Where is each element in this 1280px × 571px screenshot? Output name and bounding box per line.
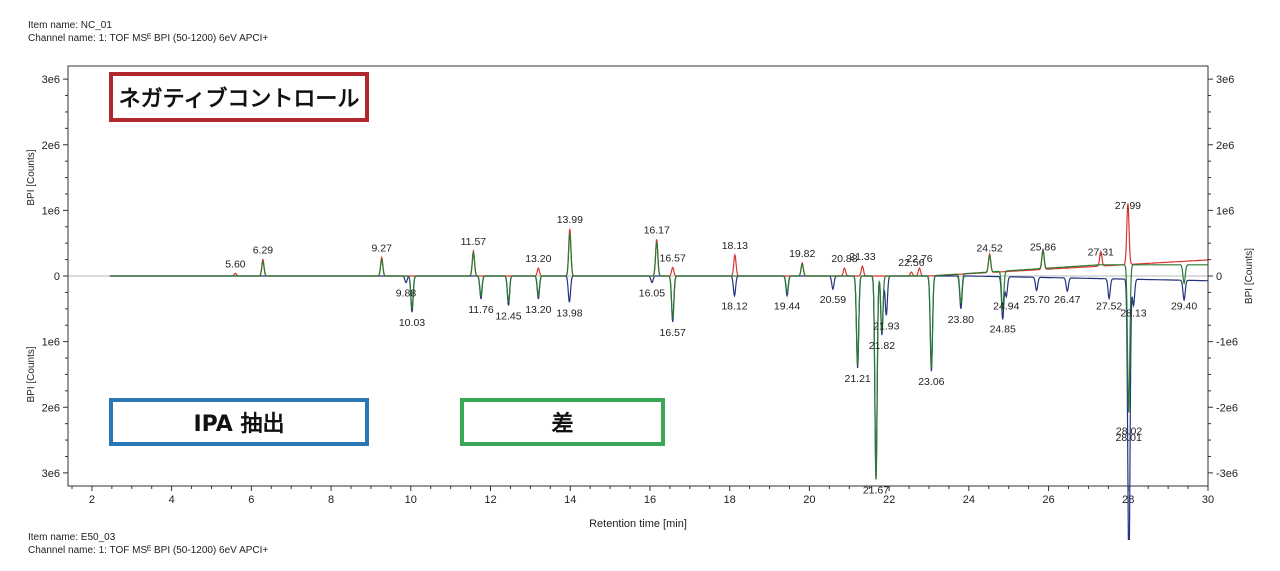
difference-label: 差 [551, 412, 574, 437]
peak-label: 25.70 [1023, 294, 1049, 306]
y-tick-label-left: 2e6 [42, 402, 60, 414]
peak-label: 24.52 [976, 243, 1002, 255]
peak-label: 25.86 [1030, 241, 1056, 253]
item-name-bottom: Item name: E50_03 [28, 532, 116, 543]
difference-label-box: 差 [460, 398, 665, 446]
x-tick-label: 30 [1202, 494, 1214, 506]
peak-label: 20.59 [820, 294, 846, 306]
ipa-extract-label: IPA 抽出 [193, 412, 285, 437]
ipa-extract-label-box: IPA 抽出 [109, 398, 369, 446]
x-tick-label: 12 [484, 494, 496, 506]
peak-label: 11.57 [461, 236, 487, 248]
y-tick-label-left: 0 [54, 271, 60, 283]
peak-label: 27.52 [1096, 301, 1122, 313]
channel-name-top: Channel name: 1: TOF MSᴱ BPI (50-1200) 6… [28, 33, 269, 44]
x-tick-label: 18 [724, 494, 736, 506]
negative-control-label: ネガティブコントロール [118, 87, 360, 112]
y-tick-label-right: -1e6 [1216, 337, 1238, 349]
negative-control-label-box: ネガティブコントロール [109, 72, 369, 122]
channel-name-bottom: Channel name: 1: TOF MSᴱ BPI (50-1200) 6… [28, 545, 269, 556]
peak-label: 21.21 [844, 373, 870, 385]
peak-label: 16.57 [660, 252, 686, 264]
peak-label: 9.27 [371, 243, 392, 255]
peak-label: 18.13 [722, 240, 748, 252]
peak-label: 21.33 [849, 251, 875, 263]
item-name-top: Item name: NC_01 [28, 20, 112, 31]
y-tick-label-right: 0 [1216, 271, 1222, 283]
peak-label: 22.76 [906, 253, 932, 265]
x-tick-label: 2 [89, 494, 95, 506]
x-tick-label: 16 [644, 494, 656, 506]
x-tick-label: 10 [405, 494, 417, 506]
peak-label: 16.05 [639, 288, 665, 300]
y-tick-label-left: 1e6 [42, 337, 60, 349]
x-tick-label: 4 [169, 494, 175, 506]
y-tick-label-right: 3e6 [1216, 74, 1234, 86]
peak-label: 6.29 [253, 245, 274, 257]
peak-label: 13.98 [556, 307, 582, 319]
peak-label: 22.56 [898, 257, 924, 269]
peak-label: 26.47 [1054, 294, 1080, 306]
peak-label: 16.17 [644, 224, 670, 236]
peak-label: 9.88 [396, 288, 417, 300]
y-tick-label-left: 1e6 [42, 205, 60, 217]
peak-label: 10.03 [399, 317, 425, 329]
y-tick-label-left: 2e6 [42, 140, 60, 152]
x-tick-label: 6 [248, 494, 254, 506]
peak-label: 24.85 [990, 324, 1016, 336]
x-tick-label: 24 [963, 494, 975, 506]
x-tick-label: 20 [803, 494, 815, 506]
peak-label: 21.67 [863, 484, 889, 496]
peak-label: 23.06 [918, 376, 944, 388]
peak-label: 13.99 [557, 214, 583, 226]
peak-label: 18.12 [721, 301, 747, 313]
x-axis-label: Retention time [min] [589, 518, 687, 530]
peak-label: 16.57 [660, 327, 686, 339]
peak-label: 23.80 [948, 314, 974, 326]
peak-label: 21.82 [869, 340, 895, 352]
x-tick-label: 14 [564, 494, 576, 506]
x-tick-label: 22 [883, 494, 895, 506]
peak-label: 28.02 [1116, 425, 1142, 437]
peak-label: 19.82 [789, 248, 815, 260]
peak-label: 29.40 [1171, 301, 1197, 313]
peak-label: 20.88 [831, 253, 857, 265]
x-tick-label: 8 [328, 494, 334, 506]
peak-label: 28.01 [1116, 432, 1142, 444]
x-tick-label: 26 [1042, 494, 1054, 506]
peak-label: 24.94 [993, 301, 1019, 313]
y-tick-label-right: 1e6 [1216, 205, 1234, 217]
peak-label: 13.20 [525, 304, 551, 316]
y-tick-label-right: 2e6 [1216, 140, 1234, 152]
y-tick-label-right: -2e6 [1216, 402, 1238, 414]
y-tick-label-left: 3e6 [42, 74, 60, 86]
y-axis-label-left-top: BPI [Counts] [26, 149, 37, 205]
y-tick-label-left: 3e6 [42, 468, 60, 480]
peak-label: 5.60 [225, 258, 246, 270]
series-line [109, 233, 1208, 480]
peak-label: 27.31 [1088, 247, 1114, 259]
peak-label: 19.44 [774, 301, 800, 313]
peak-label: 21.93 [873, 320, 899, 332]
peak-label: 28.13 [1120, 307, 1146, 319]
peak-label: 27.99 [1115, 200, 1141, 212]
peak-label: 11.76 [468, 304, 494, 316]
peak-label: 12.45 [495, 311, 521, 323]
peak-label: 13.20 [525, 253, 551, 265]
y-axis-label-right: BPI [Counts] [1244, 248, 1255, 304]
y-axis-label-left-bottom: BPI [Counts] [26, 346, 37, 402]
y-tick-label-right: -3e6 [1216, 468, 1238, 480]
